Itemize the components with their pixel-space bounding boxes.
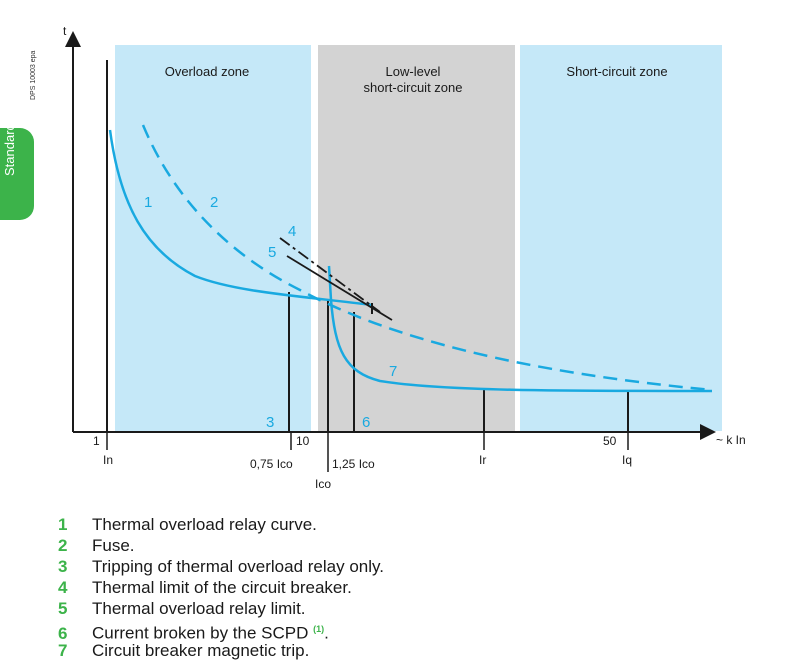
curve-number-5: 5 — [268, 244, 276, 261]
tick-label-1: 1 — [93, 434, 100, 448]
line-5-relay-limit — [286, 255, 393, 321]
legend-item-6: 6 Current broken by the SCPD (1). — [58, 619, 384, 643]
tripping-curve-diagram: Overload zone Low-level short-circuit zo… — [63, 24, 746, 491]
legend-text: Fuse. — [92, 536, 135, 555]
legend-text: Circuit breaker magnetic trip. — [92, 641, 310, 660]
legend-number: 2 — [58, 536, 68, 555]
legend-item-4: 4 Thermal limit of the circuit breaker. — [58, 577, 384, 598]
legend: 1 Thermal overload relay curve. 2 Fuse. 3 T… — [58, 514, 384, 661]
legend-text: Current broken by the SCPD — [92, 623, 309, 643]
standards-tab — [0, 128, 34, 220]
low-level-zone-label-2: short-circuit zone — [364, 80, 463, 95]
legend-number: 5 — [58, 599, 68, 618]
low-level-short-circuit-zone — [318, 45, 515, 431]
legend-item-2: 2 Fuse. — [58, 535, 384, 556]
curve-number-6: 6 — [362, 414, 370, 431]
legend-number: 7 — [58, 641, 68, 660]
marker-ico: Ico — [315, 477, 331, 491]
short-circuit-zone — [520, 45, 722, 431]
tick-label-10: 10 — [296, 434, 310, 448]
legend-text: Thermal limit of the circuit breaker. — [92, 578, 352, 597]
overload-zone — [115, 45, 311, 431]
marker-075-ico: 0,75 Ico — [250, 457, 293, 471]
legend-number: 6 — [58, 623, 68, 643]
legend-text: Tripping of thermal overload relay only. — [92, 557, 384, 576]
short-circuit-zone-label: Short-circuit zone — [566, 64, 667, 79]
curve-number-4: 4 — [288, 223, 296, 240]
curve-number-3: 3 — [266, 414, 274, 431]
legend-number: 4 — [58, 578, 68, 597]
footnote-marker: (1) — [313, 624, 325, 634]
curve-2-fuse — [141, 124, 713, 392]
legend-number: 3 — [58, 557, 68, 576]
legend-text: Thermal overload relay limit. — [92, 599, 306, 618]
curve-1-thermal-relay — [108, 129, 373, 307]
legend-item-1: 1 Thermal overload relay curve. — [58, 514, 384, 535]
y-axis-label: t — [63, 24, 67, 38]
legend-suffix: . — [324, 623, 329, 643]
curve-number-1: 1 — [144, 194, 152, 211]
marker-iq: Iq — [622, 453, 632, 467]
curve-7-magnetic-trip — [327, 265, 713, 393]
low-level-zone-label-1: Low-level — [386, 64, 441, 79]
line-4-breaker-limit — [279, 237, 381, 313]
marker-125-ico: 1,25 Ico — [332, 457, 375, 471]
legend-item-3: 3 Tripping of thermal overload relay only… — [58, 556, 384, 577]
legend-item-7: 7 Circuit breaker magnetic trip. — [58, 640, 384, 661]
legend-item-5: 5 Thermal overload relay limit. — [58, 598, 384, 619]
legend-text: Thermal overload relay curve. — [92, 515, 317, 534]
tick-label-50: 50 — [603, 434, 617, 448]
marker-in: In — [103, 453, 113, 467]
marker-ir: Ir — [479, 453, 486, 467]
x-axis-unit: ~ k In — [716, 433, 746, 447]
curve-number-7: 7 — [389, 363, 397, 380]
overload-zone-label: Overload zone — [165, 64, 250, 79]
curve-number-2: 2 — [210, 194, 218, 211]
legend-number: 1 — [58, 515, 68, 534]
